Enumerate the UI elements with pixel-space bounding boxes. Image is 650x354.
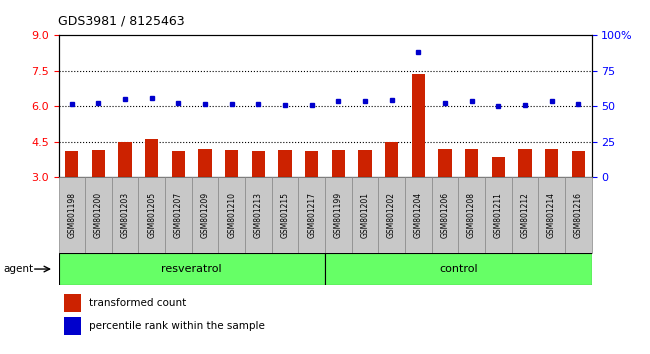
Bar <box>378 177 405 253</box>
Bar <box>325 253 592 285</box>
Text: GSM801208: GSM801208 <box>467 192 476 238</box>
Text: GSM801201: GSM801201 <box>361 192 369 238</box>
Bar <box>64 294 81 312</box>
Text: GSM801215: GSM801215 <box>281 192 289 238</box>
Text: resveratrol: resveratrol <box>161 264 222 274</box>
Bar <box>192 177 218 253</box>
Text: GSM801199: GSM801199 <box>334 192 343 238</box>
Bar <box>385 142 398 177</box>
Text: GSM801216: GSM801216 <box>574 192 582 238</box>
Text: transformed count: transformed count <box>89 298 186 308</box>
Text: control: control <box>439 264 478 274</box>
Bar <box>145 139 159 177</box>
Text: agent: agent <box>3 264 33 274</box>
Bar <box>358 150 372 177</box>
Text: GSM801217: GSM801217 <box>307 192 316 238</box>
Bar <box>538 177 565 253</box>
Bar <box>411 74 425 177</box>
Bar <box>512 177 538 253</box>
Text: GSM801211: GSM801211 <box>494 192 502 238</box>
Text: percentile rank within the sample: percentile rank within the sample <box>89 321 265 331</box>
Text: GSM801214: GSM801214 <box>547 192 556 238</box>
Text: GSM801207: GSM801207 <box>174 192 183 238</box>
Bar <box>325 177 352 253</box>
Bar <box>92 150 105 177</box>
Bar <box>172 151 185 177</box>
Text: GSM801212: GSM801212 <box>521 192 529 238</box>
Bar <box>465 149 478 177</box>
Bar <box>491 157 505 177</box>
Text: GDS3981 / 8125463: GDS3981 / 8125463 <box>58 14 185 27</box>
Bar <box>225 150 239 177</box>
Text: GSM801205: GSM801205 <box>148 192 156 238</box>
Text: GSM801202: GSM801202 <box>387 192 396 238</box>
Bar <box>198 149 212 177</box>
Bar <box>565 177 592 253</box>
Bar <box>305 151 318 177</box>
Bar <box>518 149 532 177</box>
Bar <box>58 253 325 285</box>
Bar <box>165 177 192 253</box>
Bar <box>571 151 585 177</box>
Bar <box>85 177 112 253</box>
Text: GSM801213: GSM801213 <box>254 192 263 238</box>
Bar <box>278 150 292 177</box>
Bar <box>218 177 245 253</box>
Bar <box>332 150 345 177</box>
Bar <box>118 142 132 177</box>
Text: GSM801209: GSM801209 <box>201 192 209 238</box>
Bar <box>252 151 265 177</box>
Bar <box>58 177 85 253</box>
Bar <box>112 177 138 253</box>
Bar <box>272 177 298 253</box>
Bar <box>438 149 452 177</box>
Bar <box>64 317 81 335</box>
Bar <box>545 149 558 177</box>
Bar <box>138 177 165 253</box>
Bar <box>298 177 325 253</box>
Text: GSM801200: GSM801200 <box>94 192 103 238</box>
Bar <box>352 177 378 253</box>
Text: GSM801210: GSM801210 <box>227 192 236 238</box>
Bar <box>485 177 512 253</box>
Bar <box>432 177 458 253</box>
Bar <box>245 177 272 253</box>
Text: GSM801206: GSM801206 <box>441 192 449 238</box>
Text: GSM801204: GSM801204 <box>414 192 422 238</box>
Bar <box>65 151 79 177</box>
Text: GSM801203: GSM801203 <box>121 192 129 238</box>
Bar <box>405 177 432 253</box>
Bar <box>458 177 485 253</box>
Text: GSM801198: GSM801198 <box>68 192 76 238</box>
